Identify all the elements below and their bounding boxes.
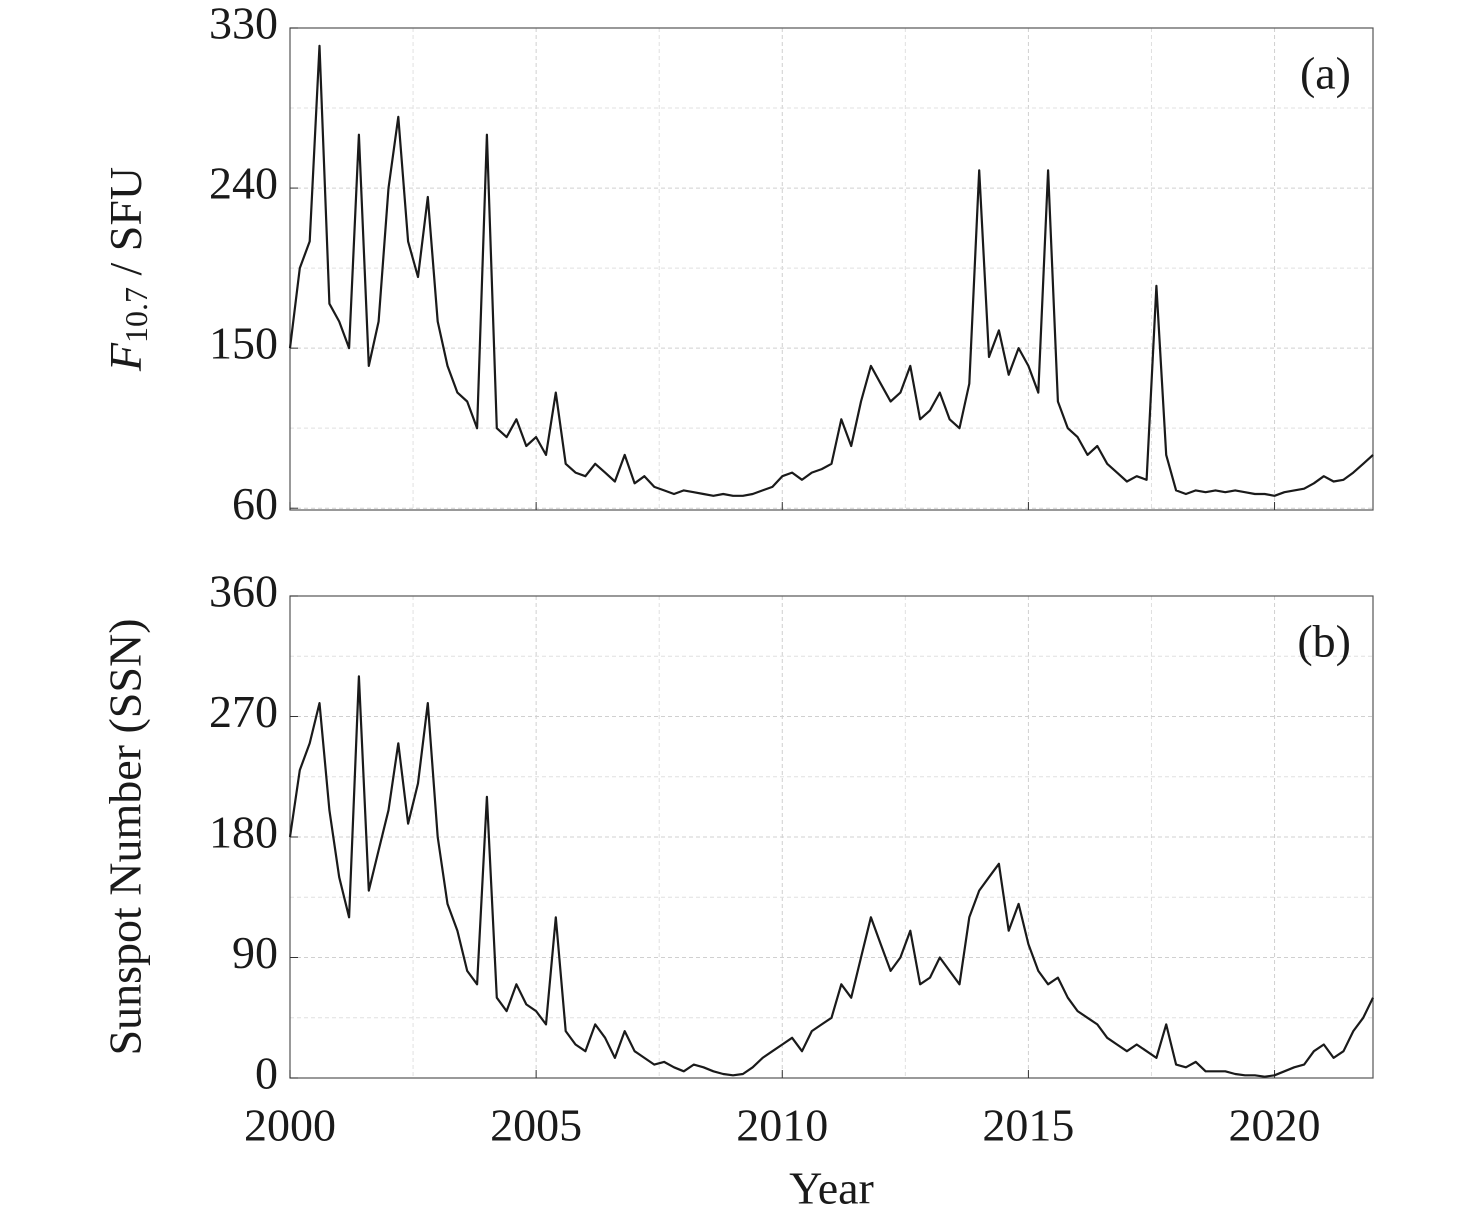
y-tick-label: 330 (209, 0, 278, 49)
x-tick-label: 2015 (982, 1100, 1074, 1151)
x-tick-label: 2000 (244, 1100, 336, 1151)
y-label-symbol: F (100, 342, 151, 372)
y-tick-label: 360 (209, 566, 278, 617)
y-axis-label: Sunspot Number (SSN) (100, 618, 151, 1055)
y-label-subscript: 10.7 (118, 287, 154, 343)
y-tick-label: 60 (232, 478, 278, 529)
y-label-unit: / SFU (100, 167, 151, 287)
y-tick-label: 90 (232, 927, 278, 978)
y-tick-label: 150 (209, 318, 278, 369)
y-tick-label: 240 (209, 158, 278, 209)
x-tick-label: 2005 (490, 1100, 582, 1151)
y-tick-label: 270 (209, 686, 278, 737)
panel-label: (b) (1297, 616, 1351, 667)
data-line (288, 675, 1374, 1078)
y-tick-label: 180 (209, 807, 278, 858)
plot-frame (289, 27, 1374, 511)
y-tick-label: 0 (255, 1048, 278, 1099)
x-axis-label: Year (789, 1163, 874, 1214)
panel-label: (a) (1300, 48, 1351, 99)
data-line (288, 44, 1374, 497)
x-tick-label: 2020 (1229, 1100, 1321, 1151)
x-tick-label: 2010 (736, 1100, 828, 1151)
y-axis-label: F10.7 / SFU (100, 167, 155, 372)
